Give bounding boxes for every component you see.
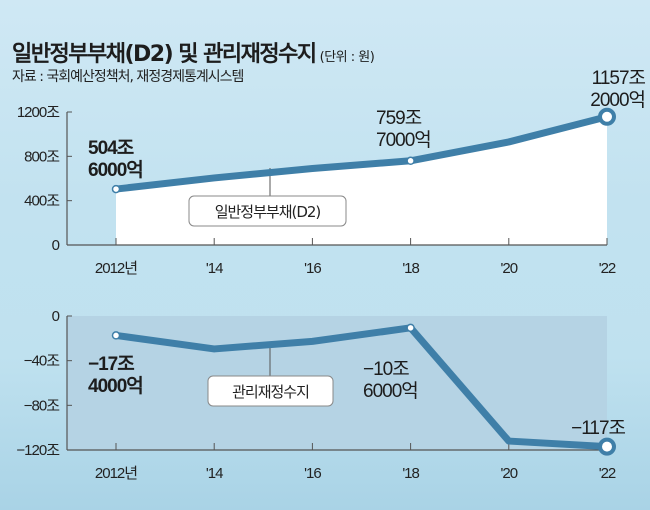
- legend-label: 관리재정수지: [232, 383, 309, 401]
- series-line: [112, 324, 611, 451]
- y-tick-label: −120조: [16, 442, 60, 459]
- x-tick-label: '14: [206, 260, 223, 277]
- x-tick-label: 2012년: [95, 465, 137, 482]
- data-label: 759조: [376, 108, 422, 129]
- data-label: 504조: [88, 138, 134, 159]
- x-tick-label: '20: [501, 465, 518, 482]
- x-tick-label: '22: [599, 260, 616, 277]
- data-point-marker: [406, 323, 415, 333]
- data-label: −17조: [88, 354, 134, 375]
- x-tick-label: '20: [501, 260, 518, 277]
- x-tick-label: '18: [402, 260, 419, 277]
- data-label: 4000억: [88, 375, 143, 397]
- data-label: 6000억: [363, 380, 418, 402]
- data-point-marker: [111, 184, 121, 194]
- data-label: −117조: [571, 418, 625, 439]
- unit-label: (단위 : 원): [319, 50, 375, 65]
- balance-chart: [66, 315, 616, 456]
- x-tick-label: '16: [304, 260, 321, 277]
- y-tick-label: 0: [52, 237, 60, 254]
- chart-title: 일반정부부채(D2) 및 관리재정수지 (단위 : 원): [12, 36, 375, 68]
- y-tick-label: 400조: [24, 193, 60, 210]
- chart-title-text: 일반정부부채(D2) 및 관리재정수지: [12, 42, 317, 67]
- x-tick-label: '22: [599, 465, 616, 482]
- source-note: 자료 : 국회예산정책처, 재정경제통계시스템: [12, 69, 244, 85]
- data-label: 1157조: [592, 68, 646, 89]
- legend-box: [207, 375, 334, 407]
- data-label: 6000억: [88, 159, 143, 181]
- legend-box: [188, 195, 347, 227]
- x-tick-label: 2012년: [95, 260, 137, 277]
- x-tick-label: '14: [206, 465, 223, 482]
- series-line: [112, 113, 611, 193]
- x-tick-label: '16: [304, 465, 321, 482]
- x-tick-label: '18: [402, 465, 419, 482]
- y-tick-label: −80조: [24, 397, 60, 414]
- y-tick-label: −40조: [24, 353, 60, 370]
- data-label: 7000억: [376, 129, 431, 151]
- data-label: 2000억: [590, 89, 645, 111]
- debt-chart: [66, 107, 616, 246]
- data-point-marker: [598, 437, 616, 456]
- data-point-marker: [111, 331, 121, 340]
- data-point-marker: [598, 107, 616, 126]
- legend-label: 일반정부부채(D2): [215, 203, 321, 221]
- y-tick-label: 0: [52, 308, 60, 325]
- data-label: −10조: [363, 359, 409, 380]
- y-tick-label: 1200조: [17, 104, 60, 121]
- y-tick-label: 800조: [24, 148, 60, 165]
- data-point-marker: [406, 156, 415, 166]
